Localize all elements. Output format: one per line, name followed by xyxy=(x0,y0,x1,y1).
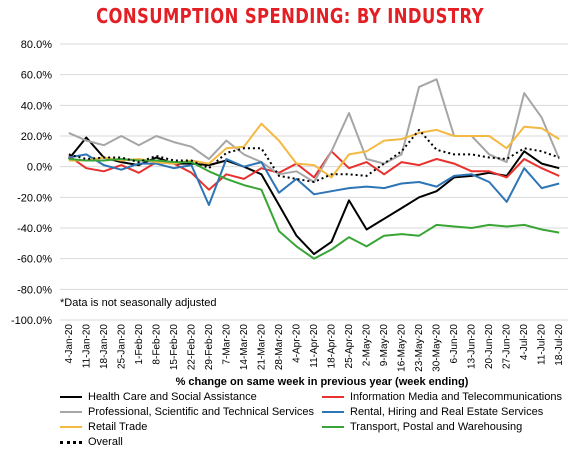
x-tick-label: 29-Feb-20 xyxy=(204,324,215,371)
x-tick-label: 18-Jul-20 xyxy=(554,324,565,366)
x-tick-label: 4-Jan-20 xyxy=(64,324,75,364)
x-tick-label: 27-Jun-20 xyxy=(502,324,513,369)
x-axis-title: % change on same week in previous year (… xyxy=(176,376,469,388)
x-tick-label: 25-Apr-20 xyxy=(344,324,355,369)
legend-label: Retail Trade xyxy=(88,421,148,433)
legend-label: Professional, Scientific and Technical S… xyxy=(88,406,315,418)
y-tick-label: 60.0% xyxy=(21,70,52,82)
y-tick-label: 80.0% xyxy=(21,39,52,51)
legend-label: Information Media and Telecommunications xyxy=(350,391,562,403)
x-tick-label: 9-May-20 xyxy=(379,324,390,367)
legend-swatch xyxy=(60,440,82,444)
legend-swatch xyxy=(60,411,82,413)
legend-label: Overall xyxy=(88,436,123,448)
legend-swatch xyxy=(322,411,344,413)
legend-label: Transport, Postal and Warehousing xyxy=(350,421,523,433)
x-tick-label: 22-Feb-20 xyxy=(186,324,197,371)
y-tick-label: 0.0% xyxy=(27,162,52,174)
legend-item: Retail Trade xyxy=(60,421,147,433)
y-tick-label: -80.0% xyxy=(17,284,52,296)
x-tick-label: 4-Jul-20 xyxy=(519,324,530,361)
y-tick-label: 20.0% xyxy=(21,131,52,143)
x-tick-label: 25-Jan-20 xyxy=(116,324,127,369)
x-tick-label: 8-Feb-20 xyxy=(151,324,162,365)
legend-item: Transport, Postal and Warehousing xyxy=(322,421,522,433)
series-line-rental-hiring-and-real-estate-services xyxy=(68,153,560,206)
x-tick-label: 11-Jan-20 xyxy=(81,324,92,369)
legend-swatch xyxy=(322,426,344,428)
legend-swatch xyxy=(60,396,82,398)
legend-label: Health Care and Social Assistance xyxy=(88,391,257,403)
x-axis-tick-labels: 4-Jan-20 11-Jan-20 18-Jan-20 25-Jan-20 1-Feb… xyxy=(64,324,565,372)
legend-item: Health Care and Social Assistance xyxy=(60,391,257,403)
series-lines xyxy=(68,78,561,260)
x-tick-label: 7-Mar-20 xyxy=(221,324,232,365)
series-line-transport-postal-and-warehousing xyxy=(68,158,560,260)
legend-swatch xyxy=(322,396,344,398)
x-tick-label: 16-May-20 xyxy=(397,324,408,372)
x-tick-label: 6-Jun-20 xyxy=(449,324,460,364)
x-tick-label: 13-Jun-20 xyxy=(467,324,478,369)
chart-title: CONSUMPTION SPENDING: BY INDUSTRY xyxy=(96,4,484,28)
y-tick-label: -100.0% xyxy=(11,315,52,327)
x-tick-label: 30-May-20 xyxy=(432,324,443,372)
x-tick-label: 18-Apr-20 xyxy=(327,324,338,369)
x-tick-label: 1-Feb-20 xyxy=(134,324,145,365)
x-tick-label: 11-Jul-20 xyxy=(537,324,548,365)
legend-item: Information Media and Telecommunications xyxy=(322,391,562,403)
x-tick-label: 4-Apr-20 xyxy=(291,324,302,363)
x-tick-label: 23-May-20 xyxy=(414,324,425,372)
series-line-information-media-and-telecommunications xyxy=(68,150,560,191)
legend-swatch xyxy=(60,426,82,428)
x-tick-label: 18-Jan-20 xyxy=(99,324,110,369)
y-axis-tick-labels: 80.0% 60.0% 40.0% 20.0% 0.0% -20.0% -40.0% -60.… xyxy=(11,39,52,327)
seasonal-adjustment-note: *Data is not seasonally adjusted xyxy=(60,297,217,309)
y-tick-label: -60.0% xyxy=(17,254,52,266)
x-tick-label: 21-Mar-20 xyxy=(256,324,267,371)
x-tick-label: 14-Mar-20 xyxy=(239,324,250,371)
series-line-health-care-and-social-assistance xyxy=(68,136,560,256)
gridlines xyxy=(60,43,568,321)
legend-label: Rental, Hiring and Real Estate Services xyxy=(350,406,544,418)
legend-item: Rental, Hiring and Real Estate Services xyxy=(322,406,543,418)
x-tick-label: 28-Mar-20 xyxy=(274,324,285,371)
legend-item: Overall xyxy=(60,436,123,448)
series-line-overall xyxy=(68,128,560,183)
y-tick-label: -20.0% xyxy=(17,192,52,204)
x-tick-label: 20-Jun-20 xyxy=(484,324,495,369)
x-tick-label: 15-Feb-20 xyxy=(169,324,180,371)
x-tick-label: 2-May-20 xyxy=(362,324,373,367)
legend-item: Professional, Scientific and Technical S… xyxy=(60,406,314,418)
y-tick-label: -40.0% xyxy=(17,223,52,235)
x-tick-label: 11-Apr-20 xyxy=(309,324,320,368)
y-tick-label: 40.0% xyxy=(21,100,52,112)
